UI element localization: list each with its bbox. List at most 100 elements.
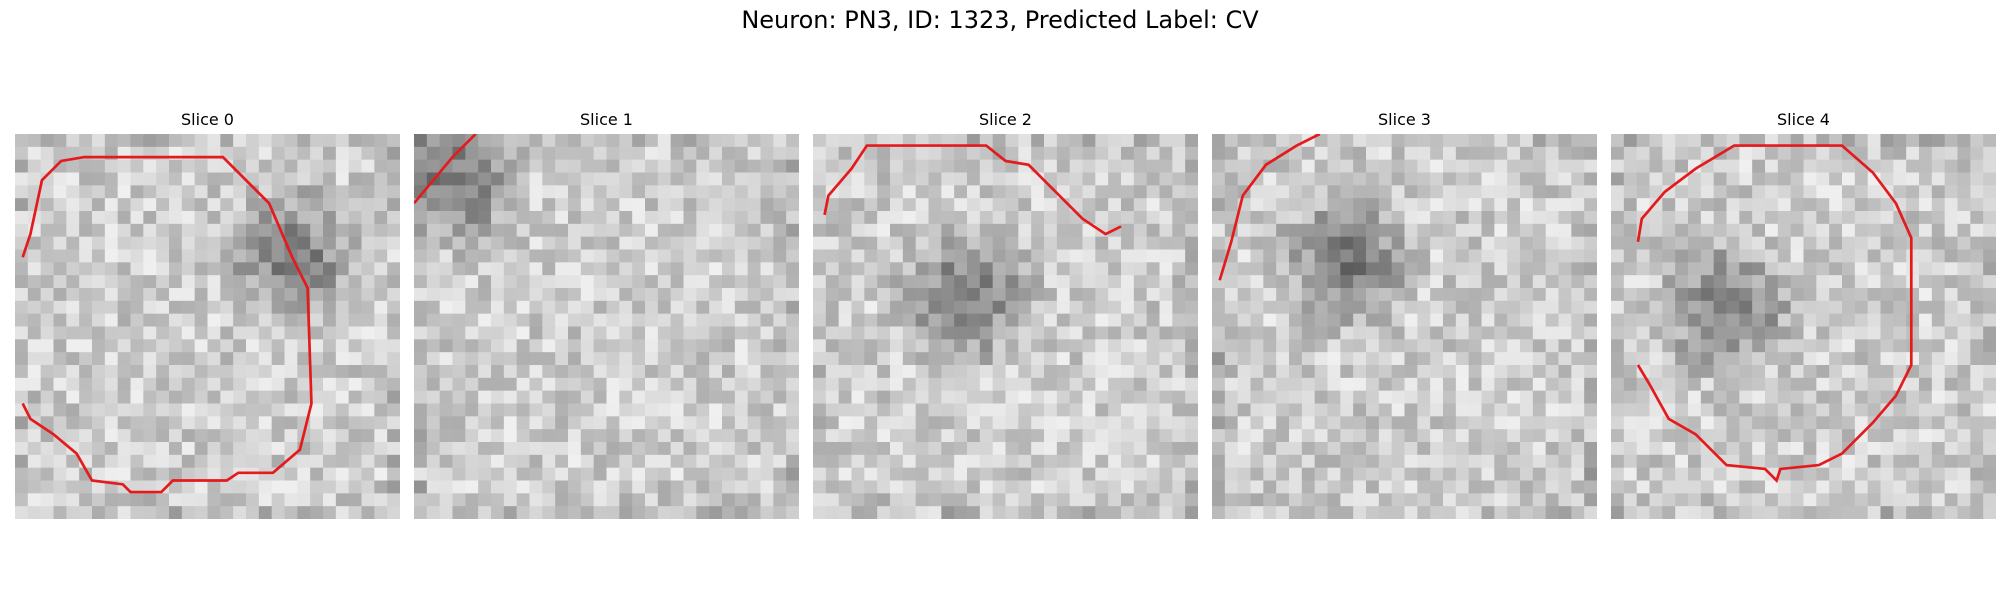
image-pixel — [747, 352, 761, 366]
image-pixel — [27, 377, 42, 392]
image-pixel — [1005, 416, 1019, 430]
image-pixel — [890, 352, 904, 366]
image-pixel — [1108, 416, 1122, 430]
image-pixel — [1069, 480, 1083, 494]
image-pixel — [890, 288, 904, 302]
image-pixel — [503, 249, 518, 263]
image-pixel — [1545, 493, 1559, 507]
image-pixel — [414, 506, 428, 519]
image-pixel — [1146, 377, 1160, 392]
image-pixel — [529, 454, 543, 469]
image-pixel — [568, 275, 582, 289]
image-pixel — [1507, 506, 1521, 519]
image-pixel — [1212, 339, 1226, 353]
image-pixel — [1931, 275, 1946, 289]
image-pixel — [1739, 159, 1753, 173]
image-pixel — [593, 134, 607, 148]
image-pixel — [220, 365, 234, 379]
image-pixel — [825, 223, 840, 238]
image-pixel — [813, 377, 827, 392]
image-pixel — [1854, 480, 1869, 494]
image-pixel — [169, 377, 183, 392]
image-pixel — [915, 442, 929, 456]
image-pixel — [1069, 365, 1083, 379]
image-pixel — [580, 442, 595, 456]
image-pixel — [1018, 365, 1032, 379]
image-pixel — [683, 134, 697, 148]
image-pixel — [1765, 159, 1779, 173]
panel-title: Slice 0 — [181, 110, 234, 129]
image-pixel — [207, 506, 221, 519]
image-pixel — [503, 429, 518, 443]
image-pixel — [979, 275, 994, 289]
image-pixel — [1777, 313, 1792, 327]
image-pixel — [1931, 262, 1946, 276]
image-pixel — [1752, 223, 1766, 238]
image-pixel — [851, 326, 865, 340]
image-pixel — [207, 198, 221, 212]
image-pixel — [1159, 416, 1173, 430]
image-pixel — [1970, 352, 1984, 366]
image-pixel — [1121, 365, 1135, 379]
image-pixel — [1455, 467, 1470, 481]
image-pixel — [1108, 300, 1122, 315]
segmentation-contour — [21, 155, 313, 494]
image-pixel — [335, 403, 350, 417]
image-pixel — [361, 454, 375, 469]
image-pixel — [258, 365, 273, 379]
image-pixel — [169, 198, 183, 212]
image-pixel — [555, 365, 569, 379]
image-pixel — [1378, 198, 1393, 212]
image-pixel — [1069, 493, 1083, 507]
image-pixel — [1842, 236, 1856, 250]
image-pixel — [670, 403, 684, 417]
image-pixel — [1880, 146, 1894, 161]
image-pixel — [1430, 326, 1444, 340]
image-pixel — [1481, 211, 1495, 225]
image-pixel — [1688, 172, 1702, 186]
image-pixel — [593, 403, 607, 417]
image-pixel — [1983, 467, 1996, 481]
image-pixel — [1713, 454, 1727, 469]
image-pixel — [734, 506, 749, 519]
image-pixel — [1108, 352, 1122, 366]
image-pixel — [1095, 480, 1109, 494]
image-pixel — [722, 493, 736, 507]
image-pixel — [503, 506, 518, 519]
image-pixel — [1636, 198, 1650, 212]
image-pixel — [864, 288, 878, 302]
image-pixel — [670, 172, 684, 186]
image-pixel — [53, 442, 67, 456]
image-pixel — [877, 223, 891, 238]
image-pixel — [374, 365, 388, 379]
image-pixel — [1159, 403, 1173, 417]
image-pixel — [92, 288, 106, 302]
image-pixel — [258, 275, 273, 289]
image-pixel — [439, 288, 453, 302]
image-pixel — [1816, 211, 1830, 225]
image-pixel — [1172, 300, 1186, 315]
image-pixel — [760, 275, 774, 289]
image-pixel — [1571, 352, 1585, 366]
image-pixel — [181, 185, 196, 199]
image-pixel — [1263, 416, 1277, 430]
image-pixel — [1417, 198, 1431, 212]
image-pixel — [1404, 493, 1418, 507]
image-pixel — [516, 339, 530, 353]
image-pixel — [207, 159, 221, 173]
image-pixel — [310, 198, 324, 212]
image-pixel — [1455, 211, 1470, 225]
image-pixel — [387, 454, 400, 469]
image-pixel — [465, 326, 479, 340]
image-pixel — [1726, 198, 1740, 212]
image-pixel — [246, 313, 260, 327]
image-pixel — [1545, 236, 1559, 250]
image-pixel — [1765, 403, 1779, 417]
image-pixel — [220, 416, 234, 430]
image-pixel — [374, 159, 388, 173]
image-pixel — [1507, 429, 1521, 443]
image-pixel — [825, 159, 840, 173]
image-pixel — [928, 416, 942, 430]
image-pixel — [1842, 480, 1856, 494]
image-pixel — [1056, 288, 1071, 302]
